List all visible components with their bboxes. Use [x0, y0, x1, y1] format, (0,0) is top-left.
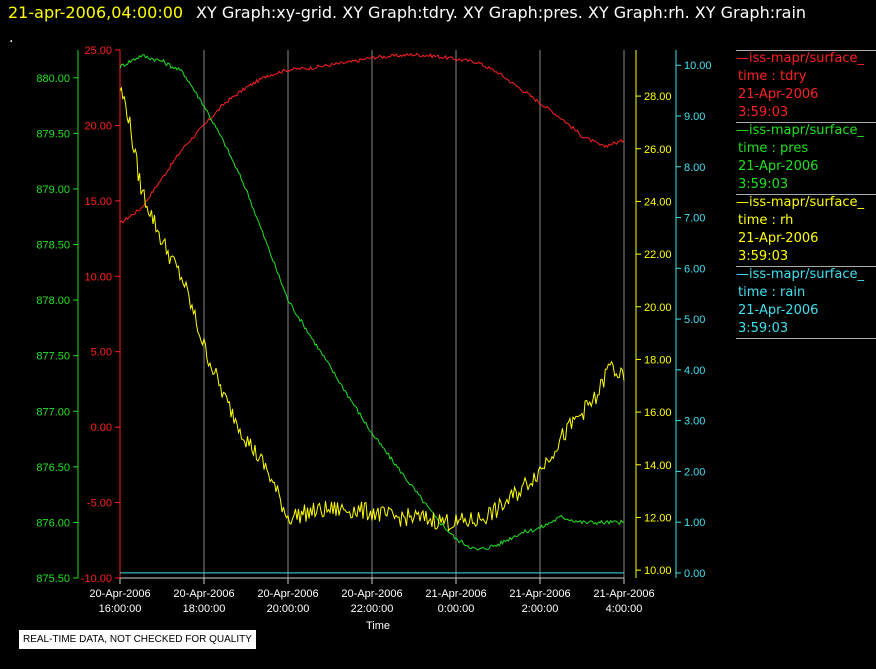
legend-bottom-rule	[736, 338, 876, 339]
y-tick-label-tdry: -5.00	[87, 498, 112, 510]
legend-source: —iss-mapr/surface_	[736, 123, 865, 138]
y-tick-label-rain: 6.00	[684, 263, 705, 275]
legend-date: 21-Apr-2006	[738, 303, 819, 318]
y-tick-label-pres: 880.00	[36, 73, 70, 85]
x-tick-label-time: 22:00:00	[351, 603, 394, 615]
y-tick-label-rh: 18.00	[644, 354, 672, 366]
y-tick-label-rh: 24.00	[644, 196, 672, 208]
legend-entry-pres[interactable]: —iss-mapr/surface_ time : pres 21-Apr-20…	[736, 122, 876, 194]
legend-separator	[736, 122, 876, 123]
legend-var: time : pres	[738, 141, 809, 156]
legend-date: 21-Apr-2006	[738, 231, 819, 246]
legend-var: time : rh	[738, 213, 794, 228]
y-tick-label-pres: 878.50	[36, 240, 70, 252]
x-tick-label-time: 0:00:00	[438, 603, 475, 615]
y-tick-label-rain: 9.00	[684, 111, 705, 123]
legend: —iss-mapr/surface_ time : tdry 21-Apr-20…	[736, 50, 876, 338]
y-tick-label-pres: 876.00	[36, 517, 70, 529]
y-tick-label-rain: 3.00	[684, 416, 705, 428]
y-tick-label-rh: 28.00	[644, 91, 672, 103]
x-tick-label-date: 20-Apr-2006	[89, 588, 150, 600]
series-pres	[119, 54, 625, 551]
x-tick-label-time: 2:00:00	[522, 603, 559, 615]
y-tick-label-rain: 2.00	[684, 466, 705, 478]
x-tick-label-time: 20:00:00	[267, 603, 310, 615]
y-tick-label-rh: 10.00	[644, 565, 672, 577]
series-line-tdry	[119, 52, 625, 224]
series-line-rh	[119, 86, 625, 532]
legend-source: —iss-mapr/surface_	[736, 267, 865, 282]
legend-separator	[736, 194, 876, 195]
series-line-pres	[119, 54, 625, 551]
legend-entry-rain[interactable]: —iss-mapr/surface_ time : rain 21-Apr-20…	[736, 266, 876, 338]
legend-var: time : tdry	[738, 69, 807, 84]
legend-time: 3:59:03	[738, 321, 789, 336]
y-tick-label-rh: 14.00	[644, 460, 672, 472]
y-tick-label-tdry: 20.00	[84, 120, 112, 132]
y-tick-label-tdry: 0.00	[91, 422, 112, 434]
legend-time: 3:59:03	[738, 105, 789, 120]
title-bar: 21-apr-2006,04:00:00 XY Graph:xy-grid. X…	[0, 0, 876, 30]
x-tick-label-time: 16:00:00	[99, 603, 142, 615]
y-tick-label-rain: 8.00	[684, 162, 705, 174]
y-tick-label-pres: 876.50	[36, 462, 70, 474]
quality-disclaimer: REAL-TIME DATA, NOT CHECKED FOR QUALITY	[19, 630, 256, 649]
y-tick-label-pres: 877.00	[36, 406, 70, 418]
graph-list: XY Graph:xy-grid. XY Graph:tdry. XY Grap…	[196, 3, 807, 22]
y-tick-label-tdry: 10.00	[84, 271, 112, 283]
x-tick-label-date: 20-Apr-2006	[341, 588, 402, 600]
series-rh	[119, 86, 625, 532]
x-tick-label-time: 4:00:00	[606, 603, 643, 615]
series-tdry	[119, 52, 625, 224]
x-axis-label: Time	[366, 620, 390, 632]
y-tick-label-pres: 879.00	[36, 184, 70, 196]
x-tick-label-date: 21-Apr-2006	[425, 588, 486, 600]
y-tick-label-rain: 10.00	[684, 60, 712, 72]
y-tick-label-pres: 879.50	[36, 128, 70, 140]
legend-time: 3:59:03	[738, 177, 789, 192]
y-tick-label-rain: 5.00	[684, 314, 705, 326]
y-tick-label-pres: 875.50	[36, 573, 70, 585]
legend-separator	[736, 266, 876, 267]
y-tick-label-tdry: 15.00	[84, 196, 112, 208]
y-tick-label-tdry: -10.00	[81, 573, 112, 585]
y-tick-label-pres: 878.00	[36, 295, 70, 307]
legend-var: time : rain	[738, 285, 806, 300]
x-tick-label-date: 21-Apr-2006	[593, 588, 654, 600]
x-tick-label-date: 20-Apr-2006	[173, 588, 234, 600]
legend-source: —iss-mapr/surface_	[736, 195, 865, 210]
legend-time: 3:59:03	[738, 249, 789, 264]
y-tick-label-rh: 22.00	[644, 249, 672, 261]
legend-date: 21-Apr-2006	[738, 159, 819, 174]
y-tick-label-rh: 12.00	[644, 512, 672, 524]
y-tick-label-rain: 0.00	[684, 568, 705, 580]
legend-entry-tdry[interactable]: —iss-mapr/surface_ time : tdry 21-Apr-20…	[736, 50, 876, 122]
timestamp: 21-apr-2006,04:00:00	[8, 3, 184, 22]
y-tick-label-pres: 877.50	[36, 351, 70, 363]
y-tick-label-rain: 4.00	[684, 365, 705, 377]
legend-separator	[736, 50, 876, 51]
y-tick-label-tdry: 25.00	[84, 45, 112, 57]
y-tick-label-tdry: 5.00	[91, 347, 112, 359]
y-tick-label-rain: 1.00	[684, 517, 705, 529]
y-tick-label-rh: 16.00	[644, 407, 672, 419]
legend-entry-rh[interactable]: —iss-mapr/surface_ time : rh 21-Apr-2006…	[736, 194, 876, 266]
x-tick-label-date: 21-Apr-2006	[509, 588, 570, 600]
y-tick-label-rain: 7.00	[684, 213, 705, 225]
y-tick-label-rh: 20.00	[644, 302, 672, 314]
legend-source: —iss-mapr/surface_	[736, 51, 865, 66]
x-tick-label-date: 20-Apr-2006	[257, 588, 318, 600]
y-tick-label-rh: 26.00	[644, 144, 672, 156]
legend-date: 21-Apr-2006	[738, 87, 819, 102]
x-tick-label-time: 18:00:00	[183, 603, 226, 615]
dot-marker: .	[9, 30, 14, 46]
